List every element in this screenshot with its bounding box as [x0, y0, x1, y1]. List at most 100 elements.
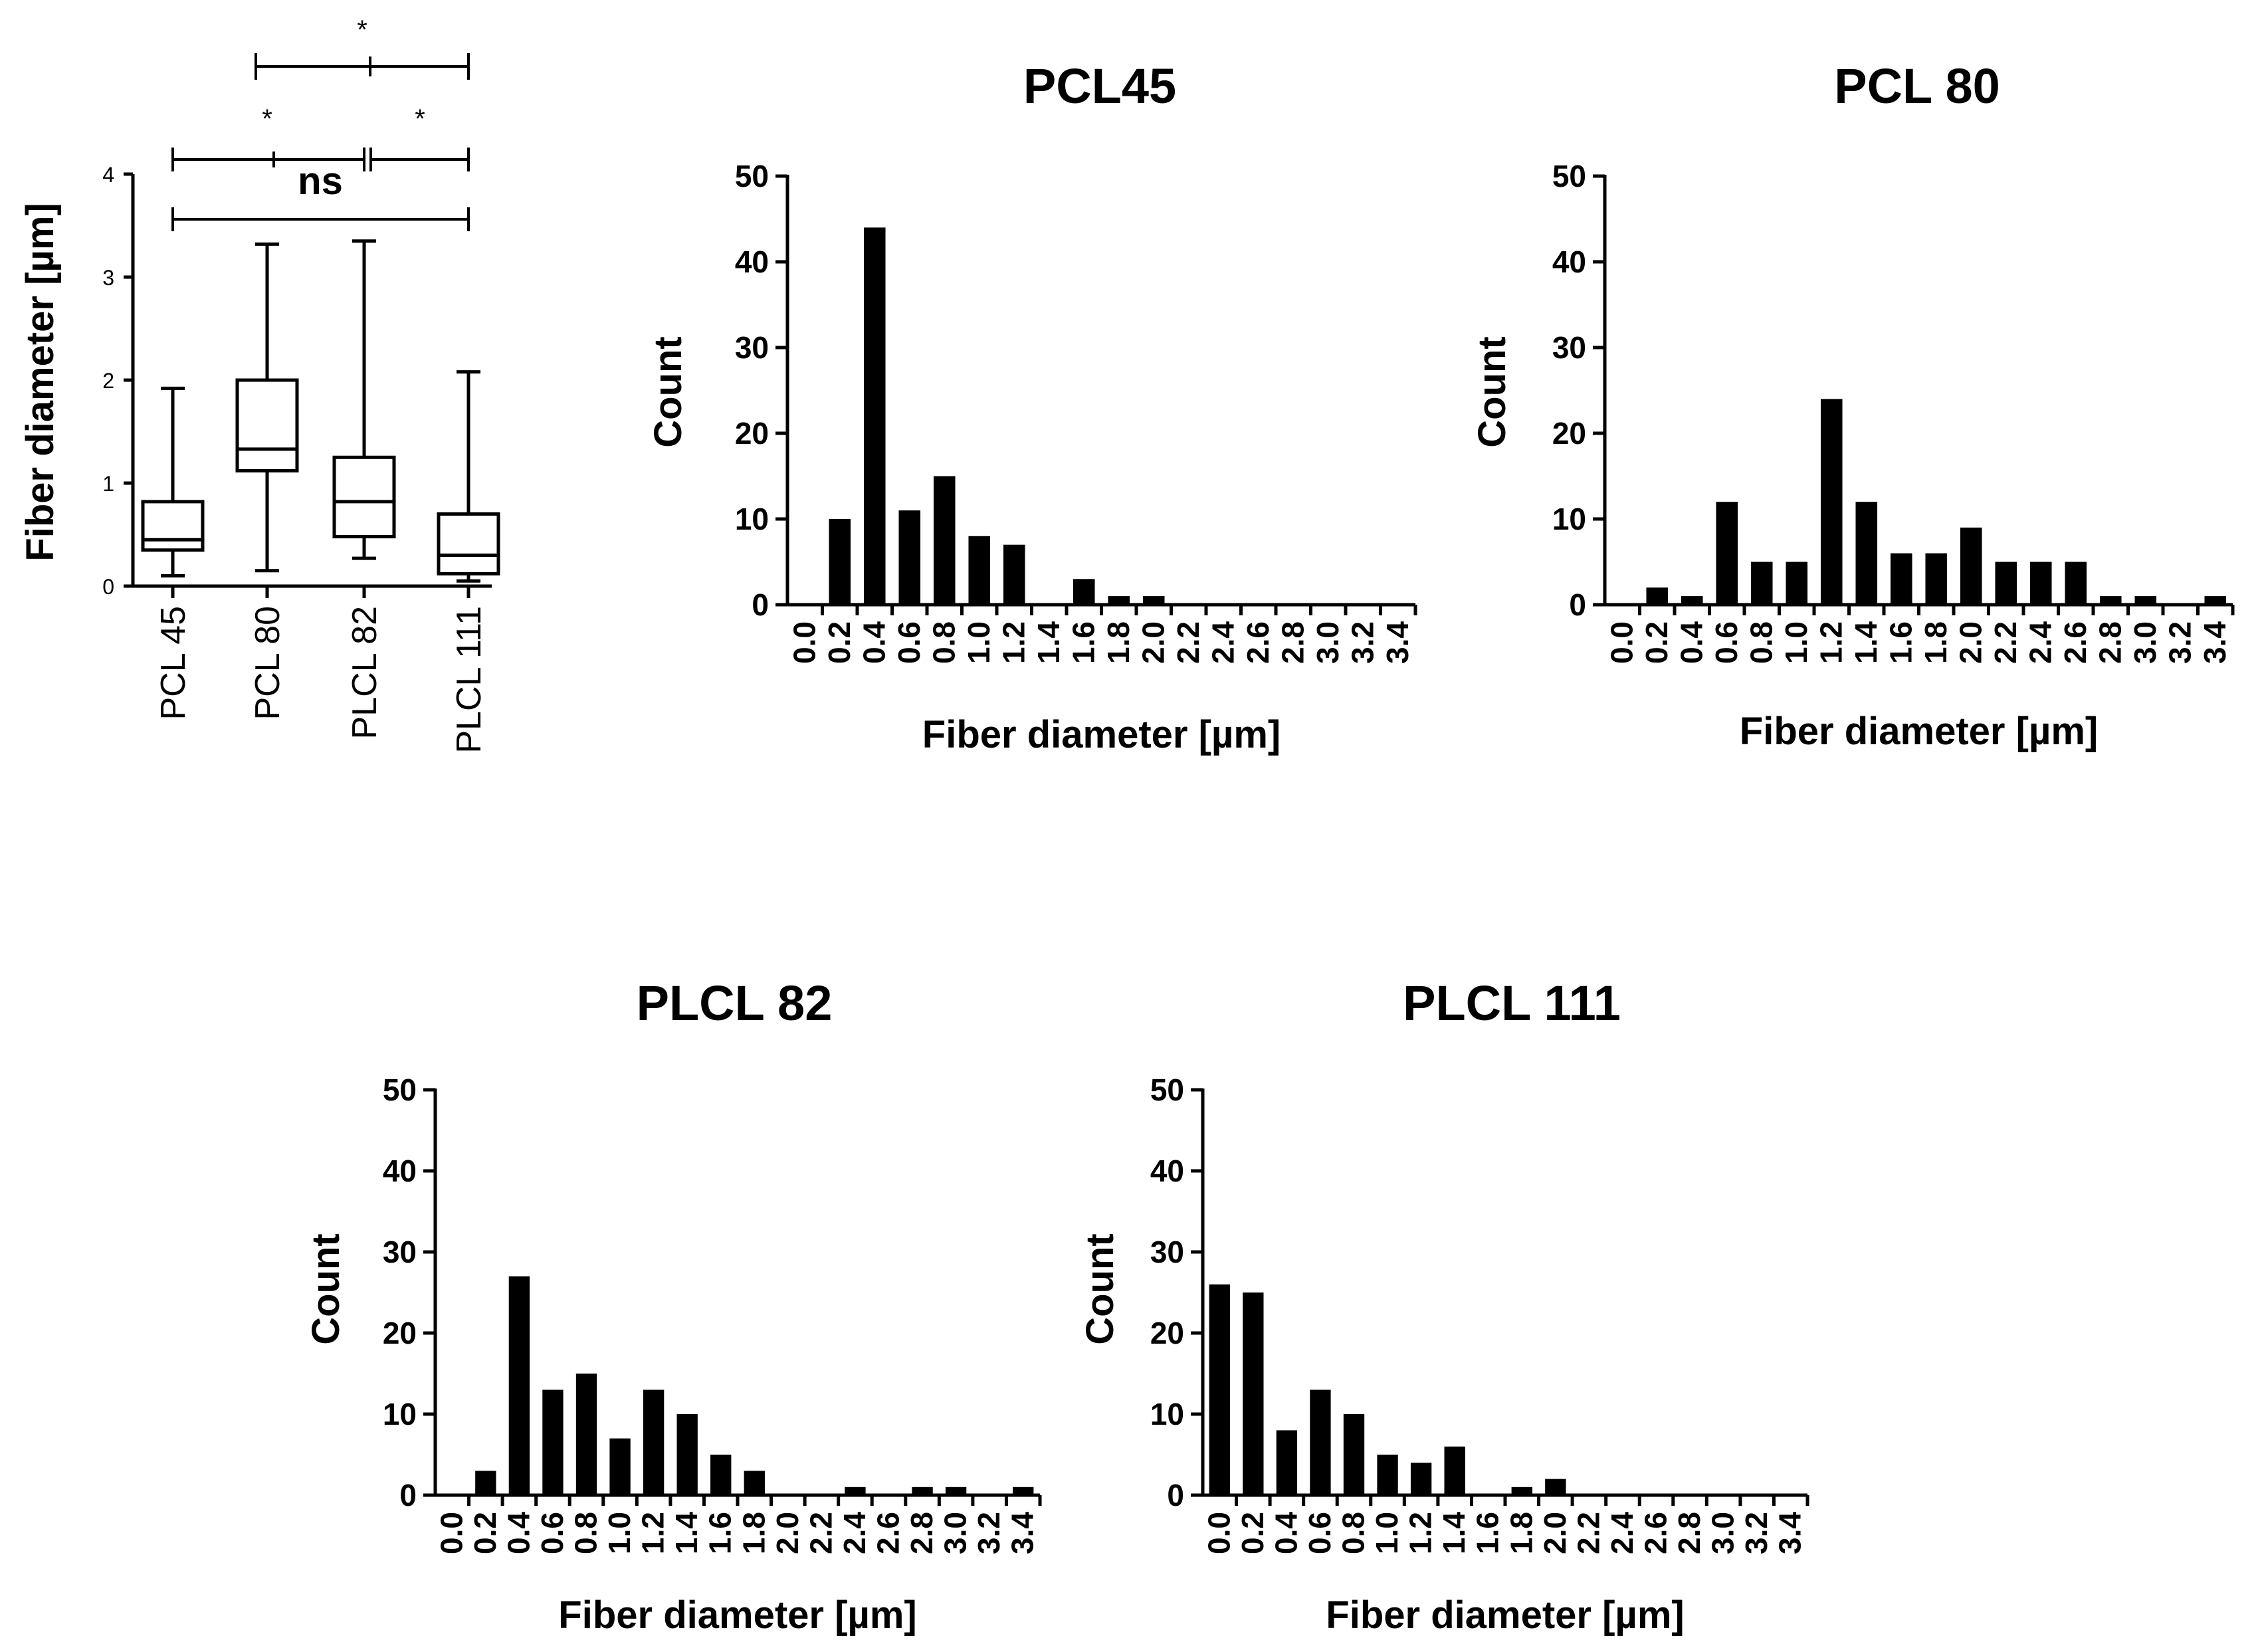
x-tick-label: 3.0 [2128, 621, 2162, 664]
x-tick-label: 1.4 [1031, 621, 1066, 664]
x-tick-label: 2.4 [1205, 621, 1240, 664]
x-tick-label: 3.4 [1005, 1512, 1040, 1554]
x-tick-label: 3.2 [1345, 621, 1380, 664]
bar [1681, 596, 1703, 605]
x-tick-label: 1.6 [703, 1512, 738, 1554]
y-tick-label: 10 [1552, 502, 1586, 536]
significance-star: * [415, 104, 425, 134]
bar [1108, 596, 1130, 605]
iqr-box [437, 512, 500, 575]
y-tick-label: 10 [1150, 1397, 1184, 1431]
x-tick-label: PLCL 111 [450, 606, 488, 754]
significance-bracket [369, 148, 470, 171]
y-tick-label: 0 [1569, 587, 1586, 622]
x-tick-label: 3.0 [938, 1512, 973, 1554]
bar [968, 536, 991, 605]
bar [2065, 562, 2087, 605]
significance-star: * [357, 15, 367, 45]
bar [845, 1487, 866, 1495]
y-tick-label: 40 [1150, 1154, 1184, 1188]
y-tick-label: 0 [399, 1478, 417, 1512]
x-tick-label: 1.6 [1471, 1512, 1505, 1554]
y-axis-label: Count [1471, 336, 1514, 448]
y-tick-label: 40 [735, 245, 769, 279]
y-tick-label: 0 [102, 575, 114, 599]
iqr-box [235, 378, 299, 472]
x-tick-label: 1.2 [1403, 1512, 1438, 1554]
bar [1003, 544, 1025, 605]
x-tick-label: 0.4 [857, 621, 891, 664]
bar [475, 1471, 496, 1495]
x-tick-label: 0.8 [1336, 1512, 1371, 1554]
bar [898, 510, 921, 605]
x-tick-label: 0.6 [1709, 621, 1744, 664]
chart-title: PCL45 [1023, 58, 1176, 114]
x-tick-label: 0.6 [892, 621, 926, 664]
y-tick-label: 40 [383, 1154, 417, 1188]
x-tick-label: 2.8 [1275, 621, 1310, 664]
bar [575, 1374, 597, 1495]
x-tick-label: 2.8 [1672, 1512, 1706, 1554]
x-tick-label: 0.8 [1744, 621, 1778, 664]
bar [863, 227, 886, 605]
x-tick-label: 0.0 [1604, 621, 1639, 664]
bar [2099, 596, 2122, 605]
bar [912, 1487, 933, 1495]
y-tick-label: 20 [383, 1316, 417, 1350]
bar [744, 1471, 765, 1495]
bar [1750, 562, 1773, 605]
x-tick-label: 3.4 [1773, 1512, 1807, 1554]
x-tick-label: 2.6 [871, 1512, 906, 1554]
y-tick-label: 30 [1150, 1235, 1184, 1269]
x-tick-label: 0.8 [569, 1512, 603, 1554]
y-tick-label: 50 [383, 1073, 417, 1107]
x-tick-label: 3.0 [1706, 1512, 1740, 1554]
y-tick-label: 50 [1552, 159, 1586, 193]
x-tick-label: PCL 45 [154, 606, 193, 720]
x-tick-label: 1.8 [1918, 621, 1953, 664]
bar [1820, 399, 1843, 605]
x-tick-label: 2.2 [803, 1512, 838, 1554]
bar [1545, 1479, 1566, 1495]
iqr-box [332, 455, 396, 539]
significance-ns: ns [298, 159, 343, 203]
x-tick-label: 1.8 [1504, 1512, 1538, 1554]
bar [1960, 527, 1982, 605]
y-tick-label: 0 [1167, 1478, 1184, 1512]
y-tick-label: 0 [752, 587, 769, 622]
x-tick-label: 1.8 [736, 1512, 771, 1554]
x-axis-label: Fiber diameter [µm] [922, 713, 1281, 756]
x-tick-label: 1.2 [996, 621, 1031, 664]
bar [542, 1390, 564, 1495]
x-tick-label: 0.4 [1269, 1512, 1303, 1554]
bar [829, 519, 851, 605]
bar [1142, 596, 1165, 605]
x-tick-label: 2.0 [1953, 621, 1988, 664]
chart-title: PCL 80 [1834, 58, 2000, 114]
bar [1013, 1487, 1034, 1495]
boxplot-panel: 0 1 2 3 4 Fiber diameter [µm] PCL 45 PCL 80 PLCL… [19, 15, 500, 754]
x-tick-label: 0.4 [501, 1512, 536, 1554]
bar [643, 1390, 665, 1495]
significance-star: * [262, 104, 272, 134]
x-axis-label: Fiber diameter [µm] [558, 1594, 916, 1637]
bar [2204, 596, 2227, 605]
x-tick-label: 1.4 [1437, 1512, 1471, 1554]
x-tick-label: 2.8 [2093, 621, 2127, 664]
x-tick-label: 0.0 [1201, 1512, 1236, 1554]
x-tick-label: 2.2 [1571, 1512, 1605, 1554]
significance-bracket [171, 148, 365, 171]
bar [676, 1414, 698, 1495]
y-tick-label: 40 [1552, 245, 1586, 279]
x-tick-label: 3.2 [2162, 621, 2197, 664]
x-tick-label: 2.6 [1241, 621, 1275, 664]
x-tick-label: 1.0 [602, 1512, 637, 1554]
bar [1444, 1446, 1465, 1495]
x-tick-label: 0.4 [1674, 621, 1708, 664]
bar [1310, 1390, 1331, 1495]
x-tick-label: 2.2 [1988, 621, 2023, 664]
x-tick-label: 3.2 [1739, 1512, 1774, 1554]
x-tick-label: 3.2 [972, 1512, 1006, 1554]
x-tick-label: 2.6 [1639, 1512, 1673, 1554]
bar [1890, 553, 1912, 605]
